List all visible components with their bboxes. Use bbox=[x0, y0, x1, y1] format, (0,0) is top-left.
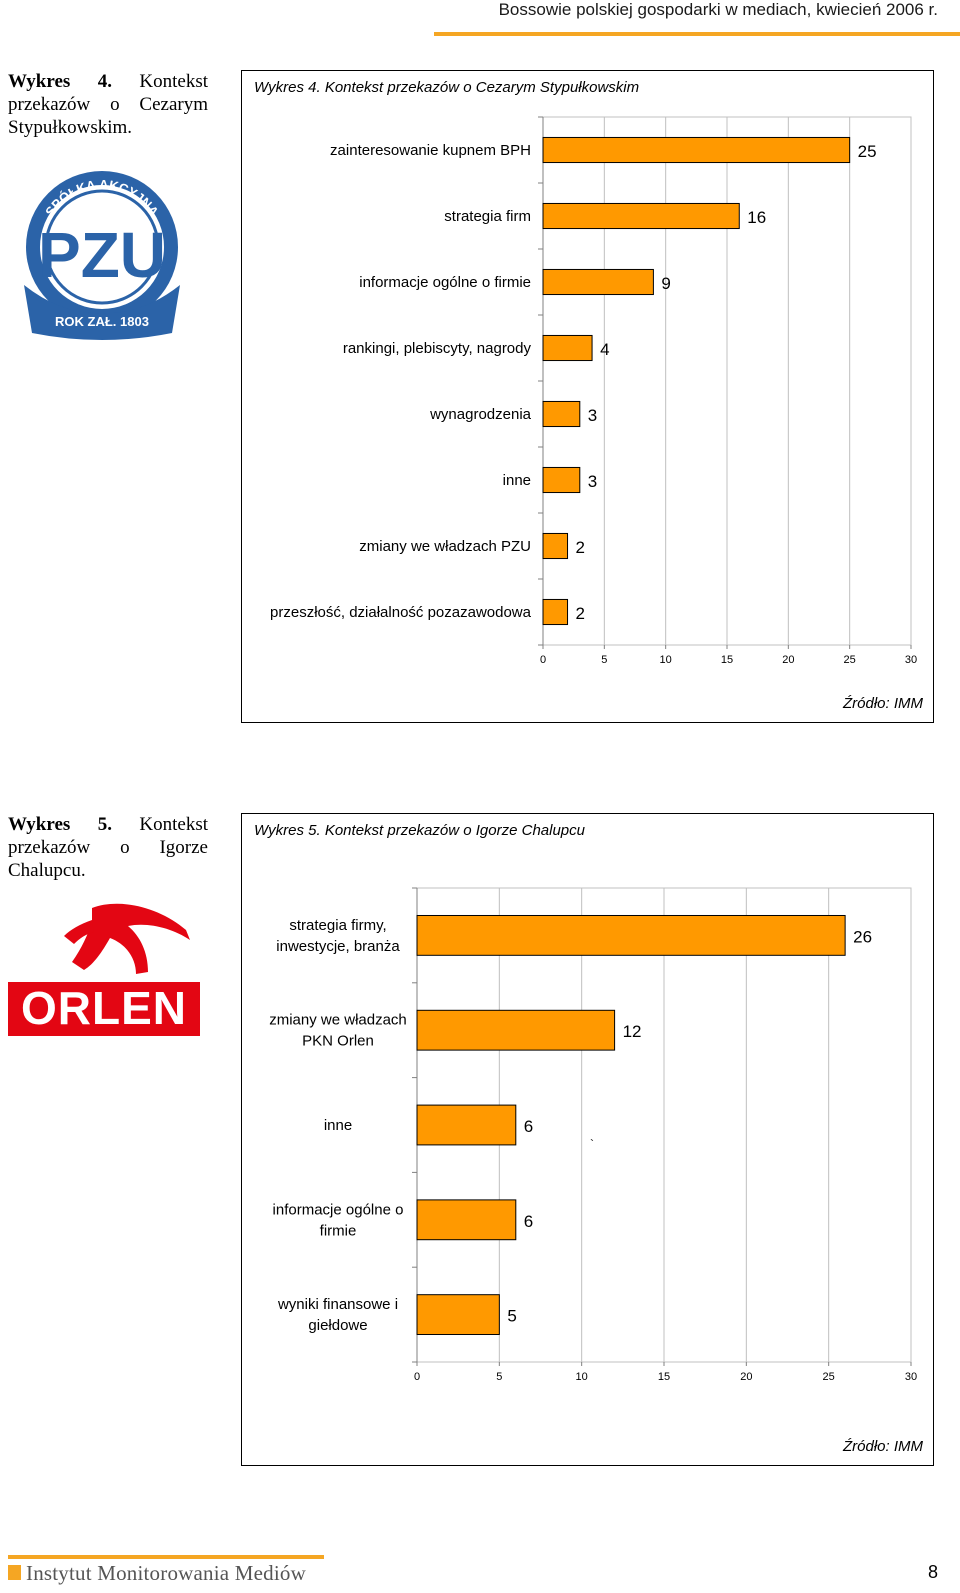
category-label: inne bbox=[324, 1117, 352, 1134]
data-label: 5 bbox=[507, 1307, 516, 1326]
caption-4-bold: Wykres 4. bbox=[8, 71, 112, 92]
x-tick-label: 15 bbox=[721, 654, 733, 666]
data-label: 16 bbox=[747, 208, 766, 227]
data-label: 9 bbox=[661, 274, 670, 293]
caption-5-bold: Wykres 5. bbox=[8, 814, 112, 835]
category-label: wyniki finansowe i bbox=[277, 1296, 398, 1313]
bar bbox=[416, 1104, 517, 1146]
footer-square-icon bbox=[8, 1565, 21, 1580]
data-label: 4 bbox=[600, 340, 609, 359]
category-label: zmiany we władzach bbox=[269, 1012, 407, 1029]
category-label: przeszłość, działalność pozazawodowa bbox=[270, 604, 532, 621]
category-label: strategia firmy, bbox=[289, 917, 386, 934]
x-tick-label: 20 bbox=[740, 1371, 752, 1383]
category-label: giełdowe bbox=[308, 1317, 367, 1334]
bar bbox=[542, 334, 593, 362]
x-tick-label: 10 bbox=[660, 654, 672, 666]
chart-5-svg: 0 5 10 15 20 25 30 26 strategia firmy, inwestycje… bbox=[269, 887, 917, 1383]
page-number: 8 bbox=[927, 1562, 938, 1582]
chart-4-svg: 0 5 10 15 20 25 30 25 zainteresowanie kupnem BPH… bbox=[270, 116, 917, 666]
pzu-logo: SPÓŁKA AKCYJNA PZU ROK ZAŁ. 1803 bbox=[24, 171, 180, 340]
category-label: firmie bbox=[320, 1222, 357, 1239]
category-label: zainteresowanie kupnem BPH bbox=[330, 142, 531, 159]
caption-5-rest: Kontekst przekazów o Igorze Chalupcu. bbox=[8, 814, 209, 881]
bar bbox=[542, 466, 581, 494]
data-label: 3 bbox=[588, 472, 597, 491]
bar bbox=[542, 400, 581, 428]
caption-4-rest: Kontekst przekazów o Cezarym Stypułkowsk… bbox=[8, 71, 209, 138]
x-tick-label: 25 bbox=[823, 1371, 835, 1383]
category-label: PKN Orlen bbox=[302, 1033, 374, 1050]
category-label: rankingi, plebiscyty, nagrody bbox=[343, 340, 532, 357]
category-label: strategia firm bbox=[444, 208, 531, 225]
x-tick-label: 30 bbox=[905, 654, 917, 666]
data-label: 3 bbox=[588, 406, 597, 425]
data-label: 2 bbox=[576, 604, 585, 623]
category-label: inwestycje, branża bbox=[276, 938, 400, 955]
bar bbox=[542, 268, 654, 296]
bar bbox=[542, 532, 569, 560]
bar bbox=[416, 1294, 500, 1336]
x-tick-label: 10 bbox=[576, 1371, 588, 1383]
x-tick-label: 15 bbox=[658, 1371, 670, 1383]
x-tick-label: 5 bbox=[496, 1371, 502, 1383]
data-label: 25 bbox=[858, 142, 877, 161]
bar bbox=[416, 914, 846, 956]
data-label: 26 bbox=[853, 927, 872, 946]
x-tick-label: 5 bbox=[601, 654, 607, 666]
chart-4-box: Wykres 4. Kontekst przekazów o Cezarym S… bbox=[241, 70, 934, 723]
x-tick-label: 30 bbox=[905, 1371, 917, 1383]
orlen-logo: ORLEN bbox=[8, 903, 200, 1036]
category-label: informacje ogólne o firmie bbox=[359, 274, 531, 291]
category-label: zmiany we władzach PZU bbox=[359, 538, 531, 555]
header-rule bbox=[434, 32, 960, 36]
chart-4-source: Źródło: IMM bbox=[842, 695, 923, 712]
bar bbox=[416, 1009, 616, 1051]
data-label: 12 bbox=[623, 1022, 642, 1041]
caption-chart-4: Wykres 4. Kontekst przekazów o Cezarym S… bbox=[8, 70, 208, 139]
pzu-ribbon-text: ROK ZAŁ. 1803 bbox=[55, 314, 149, 329]
bar bbox=[542, 136, 851, 164]
chart-5-source: Źródło: IMM bbox=[842, 1438, 923, 1455]
footer-rule bbox=[8, 1555, 324, 1559]
category-label: inne bbox=[503, 472, 531, 489]
x-tick-label: 0 bbox=[414, 1371, 420, 1383]
category-label: wynagrodzenia bbox=[429, 406, 532, 423]
x-tick-label: 0 bbox=[540, 654, 546, 666]
x-tick-label: 25 bbox=[844, 654, 856, 666]
bar bbox=[416, 1199, 517, 1241]
bar bbox=[542, 202, 740, 230]
footer-org: Instytut Monitorowania Mediów bbox=[26, 1561, 306, 1585]
data-label: 6 bbox=[524, 1117, 533, 1136]
chart-4-title: Wykres 4. Kontekst przekazów o Cezarym S… bbox=[254, 79, 640, 96]
chart-5-title: Wykres 5. Kontekst przekazów o Igorze Ch… bbox=[254, 822, 585, 839]
chart-5-box: Wykres 5. Kontekst przekazów o Igorze Ch… bbox=[241, 813, 934, 1466]
category-label: informacje ogólne o bbox=[273, 1201, 404, 1218]
data-label: 2 bbox=[576, 538, 585, 557]
bar bbox=[542, 598, 569, 626]
x-tick-label: 20 bbox=[782, 654, 794, 666]
orlen-text: ORLEN bbox=[21, 982, 187, 1034]
caption-chart-5: Wykres 5. Kontekst przekazów o Igorze Ch… bbox=[8, 813, 208, 882]
page-header: Bossowie polskiej gospodarki w mediach, … bbox=[498, 0, 938, 19]
pzu-letters: PZU bbox=[38, 219, 166, 291]
stray-mark: ` bbox=[590, 1137, 594, 1151]
data-label: 6 bbox=[524, 1212, 533, 1231]
